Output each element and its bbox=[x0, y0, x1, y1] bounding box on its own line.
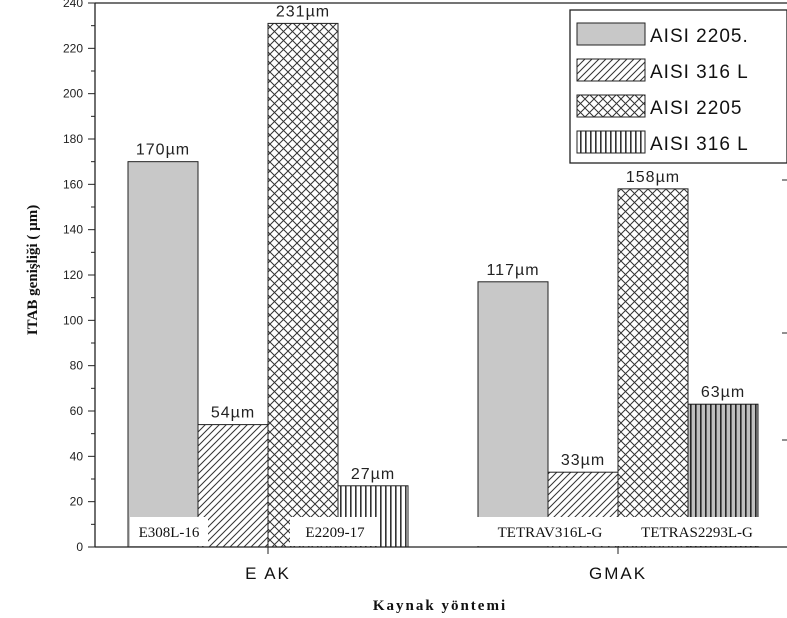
annotation-box bbox=[622, 517, 772, 546]
x-tick-label: E AK bbox=[245, 564, 291, 583]
legend-entry: AISI 316 L bbox=[650, 62, 749, 83]
legend-swatch bbox=[576, 58, 646, 82]
y-tick-label: 140 bbox=[63, 223, 83, 237]
annotation-label: TETRAS2293L-G bbox=[641, 525, 753, 541]
value-label: 117µm bbox=[486, 262, 539, 279]
legend-entry: AISI 2205. bbox=[650, 26, 749, 47]
bar-3-eak bbox=[267, 22, 339, 548]
y-tick-label: 220 bbox=[63, 41, 83, 55]
bar-2-eak bbox=[197, 424, 269, 548]
annotation-box bbox=[290, 517, 380, 546]
annotation-label: E2209-17 bbox=[305, 525, 365, 541]
annotation-box bbox=[130, 517, 208, 546]
annotation-label: TETRAV316L-G bbox=[498, 525, 603, 541]
legend-swatch bbox=[576, 94, 646, 118]
legend-swatch bbox=[576, 130, 646, 154]
x-tick-label: GMAK bbox=[589, 564, 647, 583]
y-tick-label: 240 bbox=[63, 0, 83, 10]
value-label: 27µm bbox=[351, 466, 395, 483]
value-label: 63µm bbox=[701, 384, 745, 401]
y-tick-label: 40 bbox=[70, 449, 84, 463]
bar-1-eak bbox=[127, 161, 199, 548]
value-label: 170µm bbox=[136, 142, 190, 159]
y-tick-label: 160 bbox=[63, 177, 83, 191]
annotation-box bbox=[476, 517, 624, 546]
y-tick-label: 60 bbox=[70, 404, 84, 418]
y-tick-label: 0 bbox=[76, 540, 83, 554]
bar-1-gmak bbox=[477, 281, 549, 548]
y-tick-label: 180 bbox=[63, 132, 83, 146]
y-axis-title: ITAB genişliği ( µm) bbox=[25, 205, 41, 335]
bar-3-gmak bbox=[617, 188, 689, 548]
value-label: 158µm bbox=[626, 169, 680, 186]
x-axis-title: Kaynak yöntemi bbox=[373, 598, 507, 614]
legend-swatch bbox=[576, 22, 646, 46]
y-tick-label: 20 bbox=[70, 495, 84, 509]
value-label: 231µm bbox=[276, 3, 330, 20]
annotation-label: E308L-16 bbox=[139, 525, 200, 541]
legend-entry: AISI 316 L bbox=[650, 134, 749, 155]
legend: AISI 2205. AISI 316 L AISI 2205 AISI 316 L bbox=[569, 9, 787, 164]
y-tick-label: 120 bbox=[63, 268, 83, 282]
legend-entry: AISI 2205 bbox=[650, 98, 742, 119]
y-tick-label: 100 bbox=[63, 313, 83, 327]
value-label: 54µm bbox=[211, 405, 255, 422]
y-tick-label: 200 bbox=[63, 87, 83, 101]
y-tick-label: 80 bbox=[70, 359, 84, 373]
value-label: 33µm bbox=[561, 452, 605, 469]
